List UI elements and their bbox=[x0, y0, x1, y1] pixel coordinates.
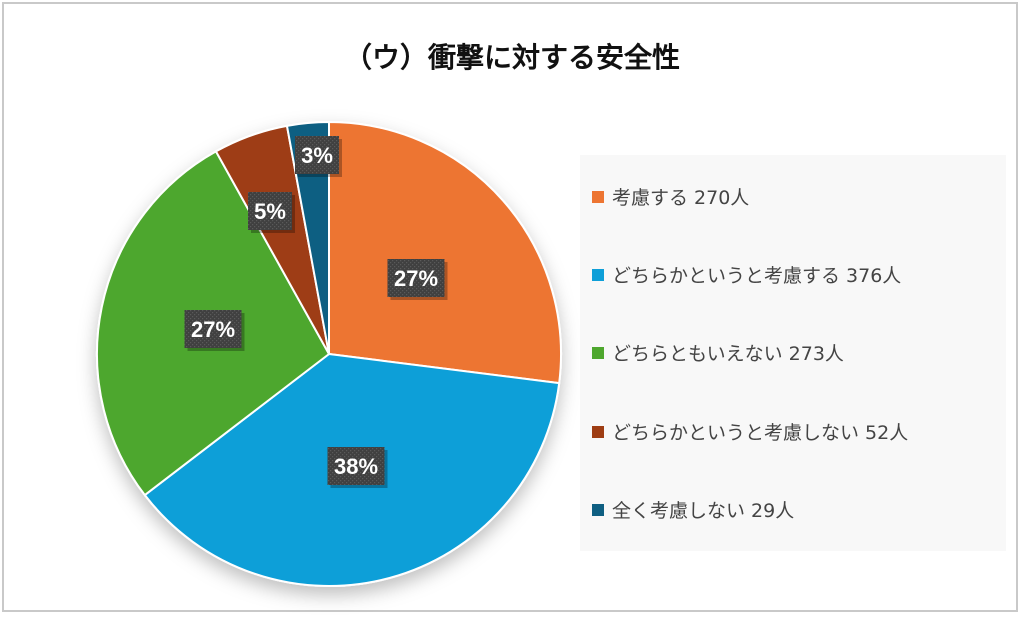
legend-item: どちらともいえない 273人 bbox=[592, 339, 844, 366]
legend-label: 考慮する 270人 bbox=[612, 187, 750, 209]
legend-label: 全く考慮しない 29人 bbox=[612, 500, 795, 522]
legend-swatch bbox=[592, 503, 604, 516]
legend: 考慮する 270人 どちらかというと考慮する 376人 どちらともいえない 27… bbox=[580, 155, 1006, 551]
legend-label: どちらかというと考慮しない 52人 bbox=[612, 422, 909, 444]
data-label: 38% bbox=[327, 447, 388, 488]
legend-item: 全く考慮しない 29人 bbox=[592, 496, 794, 523]
data-label: 27% bbox=[387, 259, 448, 300]
data-label: 3% bbox=[295, 136, 342, 177]
data-label-text: 3% bbox=[301, 143, 333, 168]
legend-item: どちらかというと考慮しない 52人 bbox=[592, 418, 908, 445]
legend-label: どちらかというと考慮する 376人 bbox=[612, 265, 902, 287]
legend-swatch bbox=[592, 190, 604, 203]
legend-swatch bbox=[592, 268, 604, 281]
data-label-text: 38% bbox=[334, 454, 378, 479]
legend-item: どちらかというと考慮する 376人 bbox=[592, 261, 901, 288]
legend-item: 考慮する 270人 bbox=[592, 183, 749, 210]
legend-swatch bbox=[592, 346, 604, 359]
chart-title: （ウ）衝撃に対する安全性 bbox=[343, 41, 680, 74]
legend-swatch bbox=[592, 425, 604, 438]
data-label: 27% bbox=[184, 310, 245, 351]
data-label-text: 27% bbox=[191, 317, 235, 342]
data-label: 5% bbox=[248, 192, 295, 233]
data-label-text: 5% bbox=[254, 199, 286, 224]
legend-label: どちらともいえない 273人 bbox=[612, 343, 844, 365]
pie-slice bbox=[328, 120, 562, 385]
pie-slice bbox=[285, 120, 330, 355]
data-label-text: 27% bbox=[394, 266, 438, 291]
